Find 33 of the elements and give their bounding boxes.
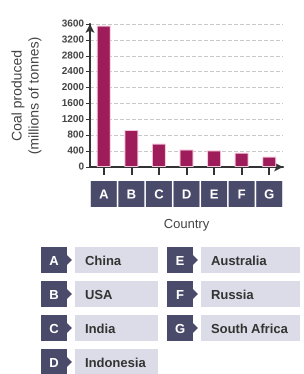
y-tick-label: 400 [67,146,84,157]
y-tick-label: 2800 [62,50,84,62]
x-tick-label: B [126,186,136,202]
text: USA [75,281,158,307]
x-tick-label: C [154,186,164,202]
y-tick-label: 3600 [62,18,84,30]
category-label: B [49,286,59,302]
y-tick-label: 3200 [62,34,84,46]
y-tick-label: 2400 [62,66,84,78]
y-tick-label: 0 [78,162,84,172]
text: Russia [201,281,300,307]
y-tick-label: 800 [67,130,84,141]
category-label: A [49,252,59,268]
x-tick-label: A [99,186,110,202]
text: South Africa [201,315,300,341]
y-axis-title: Coal produced (millions of tonnes) [8,36,42,154]
x-axis-title: Country [164,216,210,231]
y-tick-label: 1200 [62,114,84,125]
category-label: G [174,320,186,336]
category-label: C [49,320,59,336]
category-label: F [176,286,184,302]
y-tick-label: 2000 [62,82,84,94]
x-tick-label: F [238,186,246,202]
y-tick-label: 1600 [62,98,84,109]
x-tick-label: E [210,186,219,202]
x-tick-label: G [264,186,274,202]
text: Indonesia [75,349,158,374]
category-label: D [49,354,59,370]
x-tick-label: D [182,186,192,202]
text: China [75,247,158,273]
category-label: E [176,252,184,268]
text: Australia [201,247,300,273]
text: India [75,315,158,341]
